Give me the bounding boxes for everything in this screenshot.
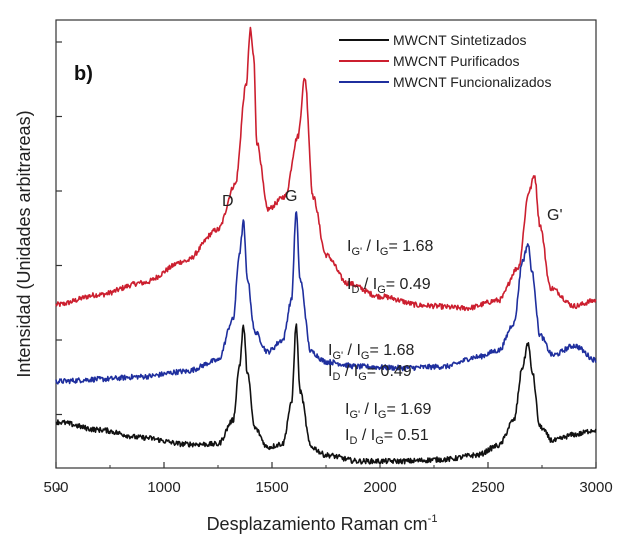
ratio-den-sub: G — [361, 350, 370, 362]
ratio-sep: / — [360, 401, 373, 418]
ratio-purificados-dg: ID / IG= 0.49 — [347, 276, 431, 296]
ratio-sep: / — [362, 238, 375, 255]
series-line-purificados — [55, 26, 597, 312]
ratio-num: I — [328, 363, 332, 380]
ratio-den: I — [354, 363, 358, 380]
ratio-sep: / — [343, 342, 356, 359]
ratio-value: = 1.68 — [388, 238, 433, 255]
panel-label: b) — [74, 63, 93, 85]
x-axis-title-main: Desplazamiento Raman cm — [207, 514, 428, 534]
ratio-den: I — [375, 238, 379, 255]
legend-label-purificados: MWCNT Purificados — [393, 53, 520, 69]
series-line-funcionalizados — [55, 211, 597, 385]
ratio-den: I — [371, 427, 375, 444]
ratio-num-sub: G' — [332, 350, 343, 362]
x-tick-label: 2500 — [471, 479, 504, 496]
ratio-den-sub: G — [375, 435, 384, 447]
legend-label-sintetizados: MWCNT Sintetizados — [393, 32, 527, 48]
x-tick-label: 1000 — [147, 479, 180, 496]
ratio-den-sub: G — [377, 284, 386, 296]
ratio-purificados-ggp: IG' / IG= 1.68 — [347, 238, 434, 258]
ratio-den: I — [356, 342, 360, 359]
ratio-num-sub: D — [349, 435, 357, 447]
ratio-num: I — [347, 238, 351, 255]
ratio-value: = 0.49 — [386, 276, 431, 293]
ratio-num-sub: D — [351, 284, 359, 296]
peak-label-d: D — [222, 193, 234, 210]
ratio-funcionalizados-dg: ID / IG= 0.49 — [328, 363, 412, 383]
ratio-num: I — [345, 401, 349, 418]
ratio-sintetizados-ggp: IG' / IG= 1.69 — [345, 401, 432, 421]
ratio-value: = 1.68 — [369, 342, 414, 359]
ratio-num-sub: D — [332, 371, 340, 383]
peak-label-g: G — [285, 188, 297, 205]
ratio-den-sub: G — [380, 246, 389, 258]
axis-ticks: 500 1000 1500 2000 2500 3000 — [43, 41, 613, 496]
legend: MWCNT Sintetizados MWCNT Purificados MWC… — [339, 32, 551, 90]
ratio-den-sub: G — [378, 409, 387, 421]
x-axis-title-sup: -1 — [428, 513, 438, 525]
ratio-den: I — [373, 276, 377, 293]
ratio-num-sub: G' — [349, 409, 360, 421]
ratio-den: I — [373, 401, 377, 418]
ratio-sep: / — [340, 363, 353, 380]
ratio-value: = 0.51 — [384, 427, 429, 444]
ratio-sep: / — [359, 276, 372, 293]
peak-label-g-prime: G' — [547, 207, 563, 224]
y-axis-title: Intensidad (Unidades arbitrareas) — [14, 110, 34, 377]
series-line-sintetizados — [55, 323, 597, 465]
ratio-sep: / — [357, 427, 370, 444]
ratio-num: I — [345, 427, 349, 444]
x-tick-label: 1500 — [255, 479, 288, 496]
ratio-sintetizados-dg: ID / IG= 0.51 — [345, 427, 429, 447]
x-axis-title: Desplazamiento Raman cm-1 — [207, 513, 438, 534]
ratio-num: I — [347, 276, 351, 293]
ratio-funcionalizados-ggp: IG' / IG= 1.68 — [328, 342, 415, 362]
x-tick-label: 2000 — [363, 479, 396, 496]
x-tick-label: 500 — [43, 479, 68, 496]
ratio-num: I — [328, 342, 332, 359]
series-lines — [55, 26, 597, 465]
legend-label-funcionalizados: MWCNT Funcionalizados — [393, 74, 551, 90]
ratio-value: = 0.49 — [367, 363, 412, 380]
x-tick-label: 3000 — [579, 479, 612, 496]
ratio-num-sub: G' — [351, 246, 362, 258]
ratio-value: = 1.69 — [386, 401, 431, 418]
ratio-den-sub: G — [358, 371, 367, 383]
